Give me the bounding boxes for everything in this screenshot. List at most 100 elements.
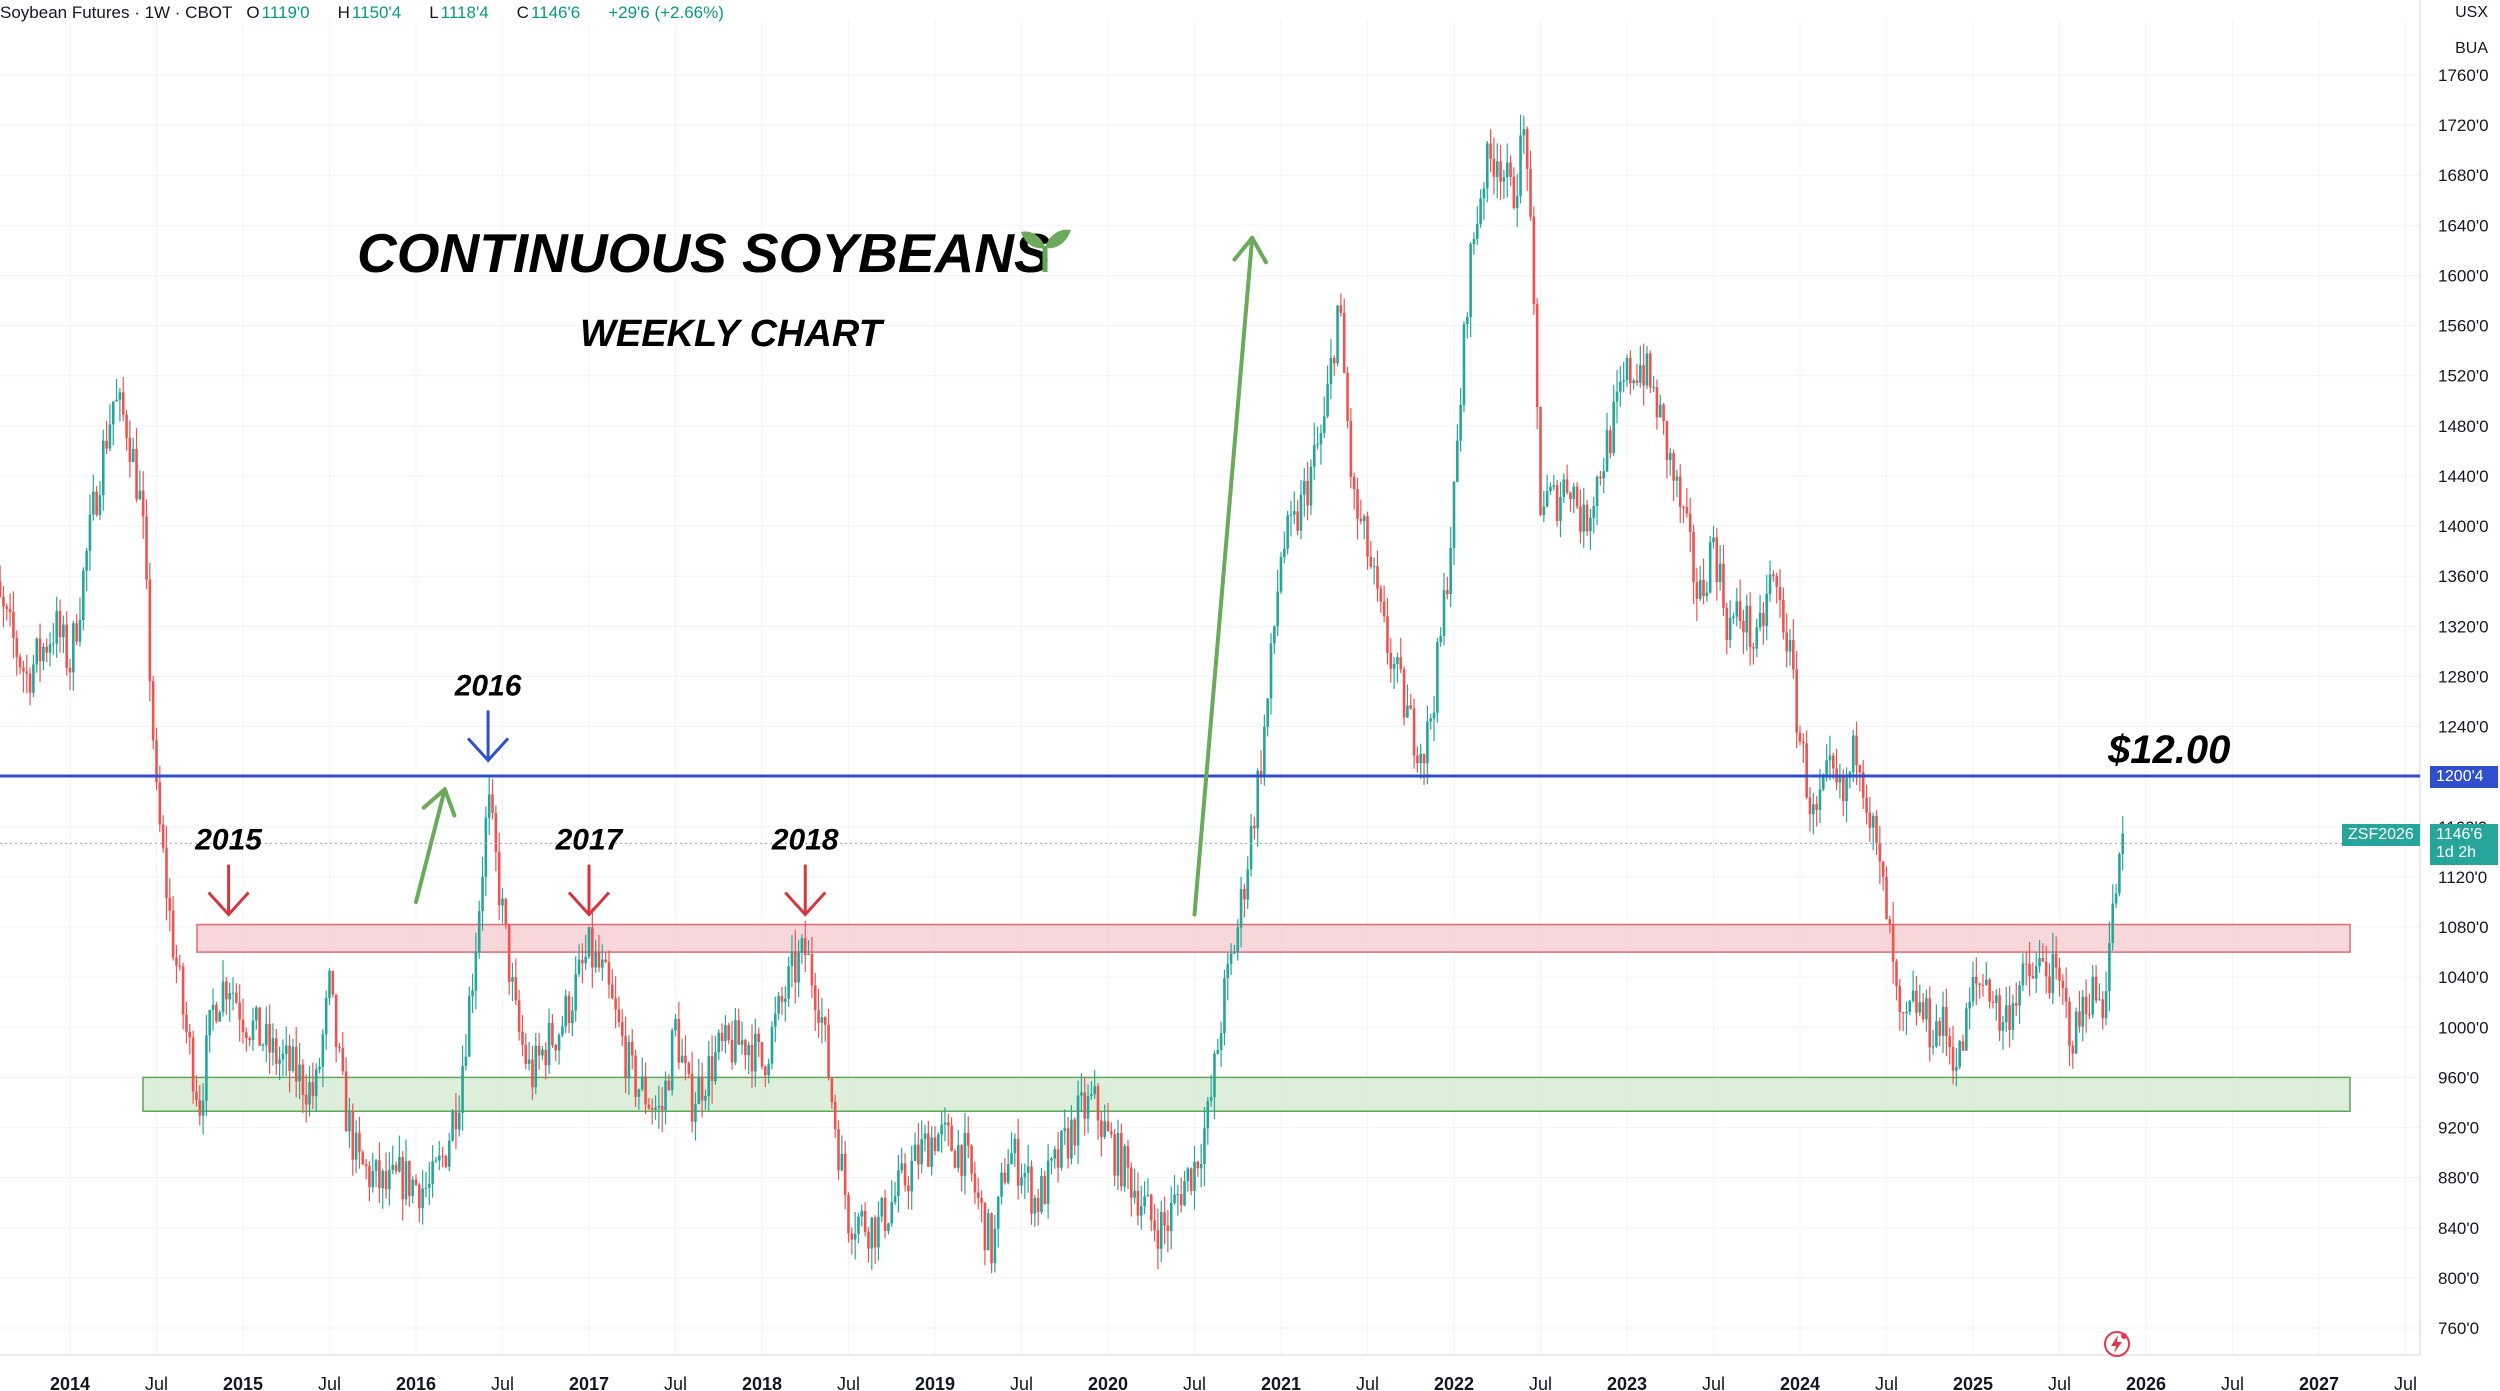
candle-body — [517, 1000, 521, 1032]
candle-body — [1306, 480, 1309, 506]
candle-body — [1426, 721, 1429, 764]
price-tick-label: 1560'0 — [2438, 317, 2489, 336]
price-tick-label: 1680'0 — [2438, 166, 2489, 185]
time-tick-label: 2017 — [569, 1374, 609, 1391]
candle-body — [1519, 135, 1522, 196]
time-tick-label: Jul — [664, 1374, 687, 1391]
candle-body — [2018, 985, 2021, 1006]
candle-body — [634, 1055, 637, 1097]
candle-body — [1080, 1092, 1083, 1096]
candle-body — [1030, 1166, 1033, 1214]
candle-body — [171, 910, 175, 958]
candle-body — [1725, 607, 1729, 641]
candle-body — [610, 984, 614, 999]
candle-body — [1093, 1086, 1096, 1095]
candle-body — [1785, 632, 1788, 652]
candle-body — [1036, 1197, 1040, 1212]
horizontal-line-price-badge: 1200'4 — [2430, 766, 2498, 788]
candle-body — [617, 1009, 621, 1023]
unit-label[interactable]: BUA — [2455, 40, 2488, 57]
candle-body — [1489, 143, 1492, 159]
candle-body — [1991, 1001, 1995, 1003]
candle-body — [567, 995, 571, 1024]
candle-body — [1702, 579, 1705, 597]
candle-body — [1302, 480, 1306, 495]
candle-body — [1056, 1149, 1060, 1168]
candle-body — [381, 1171, 385, 1189]
candle-body — [1758, 612, 1762, 628]
candle-body — [1206, 1101, 1210, 1129]
candle-body — [2071, 1045, 2075, 1054]
candle-body — [1915, 990, 1918, 1013]
annotation-arrow-head — [567, 891, 611, 917]
candle-body — [1555, 485, 1559, 521]
candle-body — [614, 998, 617, 1010]
candle-body — [1479, 198, 1482, 224]
candle-body — [2101, 999, 2105, 1019]
candle-body — [1219, 1033, 1223, 1050]
symbol-label[interactable]: Soybean Futures · 1W · CBOT — [0, 3, 233, 22]
candle-body — [2074, 1011, 2078, 1054]
candle-body — [28, 673, 32, 693]
sprout-leaf-right — [1045, 229, 1071, 249]
candle-body — [1342, 312, 1346, 373]
candle-body — [75, 623, 78, 642]
currency-label[interactable]: USX — [2455, 4, 2488, 21]
candle-body — [1309, 466, 1313, 506]
candle-body — [364, 1164, 368, 1167]
candle-body — [680, 1055, 684, 1063]
candle-body — [1163, 1212, 1166, 1226]
candle-body — [1861, 772, 1865, 798]
candle-body — [125, 414, 128, 438]
time-tick-label: Jul — [491, 1374, 514, 1391]
candle-body — [314, 1069, 318, 1097]
candle-body — [1752, 647, 1755, 649]
lightning-icon[interactable] — [2103, 1330, 2131, 1358]
candle-body — [1532, 216, 1536, 305]
price-tick-label: 800'0 — [2438, 1269, 2479, 1288]
candle-body — [1605, 430, 1609, 472]
candle-body — [1841, 775, 1845, 802]
candle-body — [1322, 416, 1326, 434]
candle-body — [541, 1049, 544, 1056]
candle-body — [571, 1010, 574, 1024]
candle-body — [747, 1044, 750, 1056]
candle-body — [1346, 372, 1349, 422]
candle-body — [108, 424, 112, 449]
candle-body — [12, 611, 15, 638]
candle-body — [368, 1166, 371, 1188]
time-tick-label: Jul — [1183, 1374, 1206, 1391]
candle-body — [544, 1049, 548, 1066]
candle-body — [291, 1046, 295, 1071]
candle-body — [837, 1129, 840, 1171]
candle-body — [185, 1014, 188, 1032]
year-annotation-label: 2016 — [454, 669, 522, 702]
candle-body — [201, 1100, 205, 1116]
candle-body — [990, 1213, 993, 1264]
candle-body — [474, 952, 478, 991]
candle-body — [255, 1007, 258, 1021]
candle-body — [760, 1041, 764, 1067]
candle-body — [42, 646, 45, 662]
candle-body — [2088, 1014, 2091, 1016]
candle-body — [647, 1104, 651, 1109]
candle-body — [121, 392, 125, 415]
candle-body — [650, 1108, 654, 1110]
time-tick-label: 2016 — [396, 1374, 436, 1391]
candle-body — [880, 1197, 884, 1217]
candle-body — [2081, 996, 2085, 1027]
candle-body — [840, 1153, 844, 1171]
candle-body — [1918, 1002, 1922, 1013]
candle-body — [581, 959, 584, 964]
candle-body — [1941, 1006, 1945, 1036]
candle-body — [444, 1156, 448, 1167]
candle-body — [514, 976, 518, 1001]
candle-body — [1256, 770, 1260, 829]
time-tick-label: 2026 — [2126, 1374, 2166, 1391]
candle-body — [1935, 1021, 1938, 1047]
candle-body — [1782, 599, 1785, 633]
trend-arrow-head — [1232, 235, 1268, 265]
candle-body — [351, 1110, 355, 1160]
